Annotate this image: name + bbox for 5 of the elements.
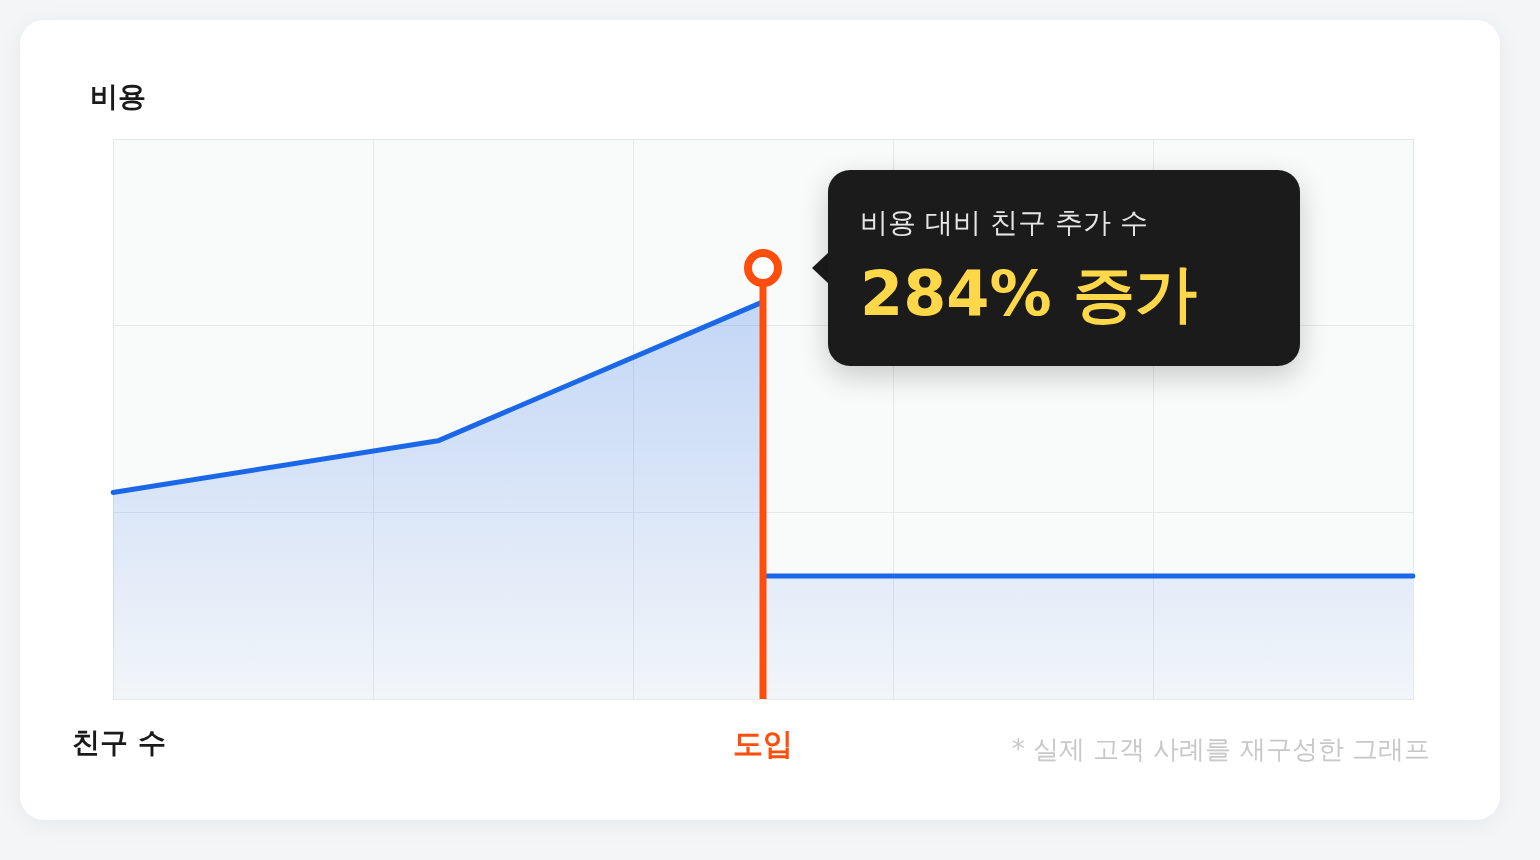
text: 도입 — [733, 725, 793, 763]
annotation: 284% 증가 — [860, 256, 1198, 332]
text: 비용 — [90, 79, 146, 115]
text: 비용 대비 친구 추가 수 — [860, 205, 1148, 241]
x-axis-title: 친구 수 — [72, 725, 166, 761]
